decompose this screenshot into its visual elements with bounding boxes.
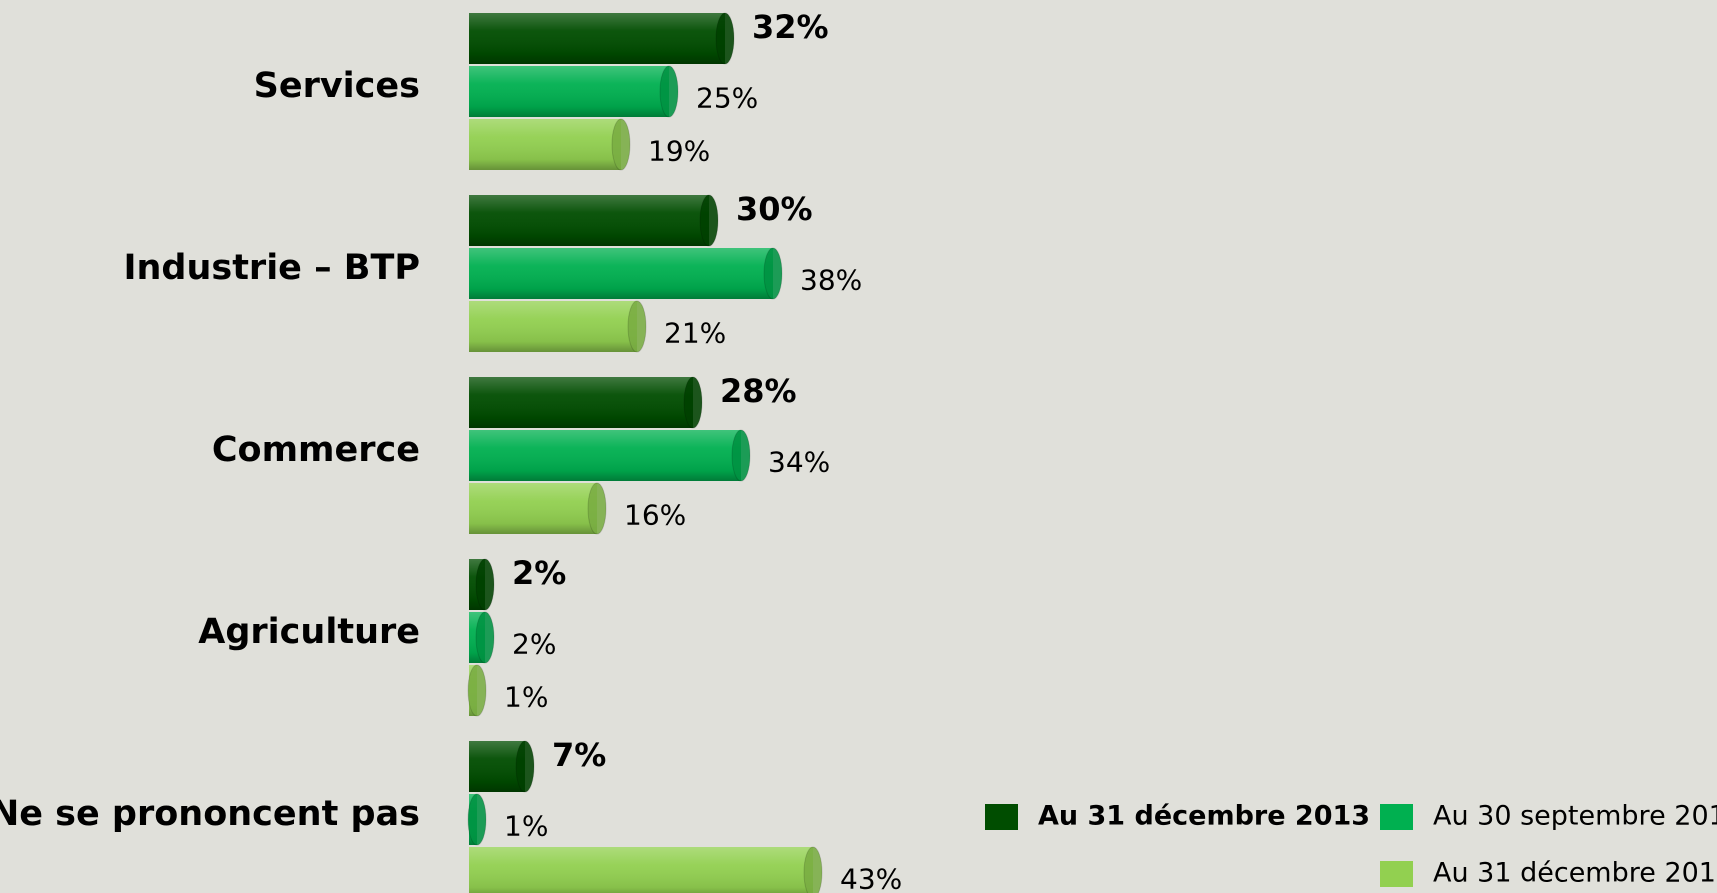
bar-shade	[469, 483, 597, 534]
category-label: Commerce	[212, 430, 420, 470]
bar-cap-shade	[764, 248, 782, 299]
bar-cap-shade	[684, 377, 702, 428]
bar-shade	[469, 377, 693, 428]
bar-cap-shade	[612, 119, 630, 170]
bar-cap	[515, 740, 535, 793]
bar-cap	[731, 429, 751, 482]
bar-shade	[469, 430, 741, 481]
value-label: 43%	[840, 863, 902, 893]
legend-label: Au 31 décembre 2012	[1433, 858, 1717, 889]
value-label: 32%	[752, 8, 829, 46]
bar-cap-shade	[660, 66, 678, 117]
bar-cap-shade	[476, 612, 494, 663]
bar-cap	[467, 793, 487, 846]
bar-shade	[469, 66, 669, 117]
bar-shade	[469, 301, 637, 352]
bar-cap	[467, 664, 487, 717]
legend-label: Au 30 septembre 2013	[1433, 801, 1717, 832]
bar-cap	[475, 611, 495, 664]
category-label: Services	[254, 66, 420, 106]
bar-shade	[469, 741, 525, 792]
bar-cap-shade	[468, 794, 486, 845]
value-label: 19%	[648, 135, 710, 168]
bar-shade	[469, 248, 773, 299]
value-label: 7%	[552, 736, 606, 774]
value-label: 21%	[664, 317, 726, 350]
value-label: 34%	[768, 446, 830, 479]
bar-cap	[803, 846, 823, 893]
value-label: 2%	[512, 628, 556, 661]
bar-cap	[659, 65, 679, 118]
value-label: 1%	[504, 810, 548, 843]
category-label: Industrie – BTP	[123, 248, 420, 288]
bar-cap-shade	[468, 665, 486, 716]
value-label: 38%	[800, 264, 862, 297]
bar-cap-shade	[804, 847, 822, 893]
value-label: 30%	[736, 190, 813, 228]
bar-cap	[715, 12, 735, 65]
category-label: Agriculture	[198, 612, 420, 652]
bar-shade	[469, 13, 725, 64]
bar-cap-shade	[716, 13, 734, 64]
bar-cap	[699, 194, 719, 247]
bar-shade	[469, 847, 813, 893]
bar-cap	[683, 376, 703, 429]
bar-shade	[469, 195, 709, 246]
category-label: Ne se prononcent pas	[0, 794, 420, 834]
bar-cap	[611, 118, 631, 171]
bar-shade	[469, 119, 621, 170]
bar-cap-shade	[732, 430, 750, 481]
legend-swatch	[1380, 804, 1413, 830]
bar-cap	[475, 558, 495, 611]
value-label: 1%	[504, 681, 548, 714]
value-label: 25%	[696, 82, 758, 115]
legend-swatch	[985, 804, 1018, 830]
bar-cap	[587, 482, 607, 535]
bar-cap-shade	[588, 483, 606, 534]
value-label: 28%	[720, 372, 797, 410]
bar-cap-shade	[700, 195, 718, 246]
bar-cap	[763, 247, 783, 300]
bar-cap	[627, 300, 647, 353]
bar-cap-shade	[516, 741, 534, 792]
bar-cap-shade	[476, 559, 494, 610]
value-label: 2%	[512, 554, 566, 592]
legend-label: Au 31 décembre 2013	[1038, 801, 1370, 832]
value-label: 16%	[624, 499, 686, 532]
legend-swatch	[1380, 861, 1413, 887]
bar-cap-shade	[628, 301, 646, 352]
